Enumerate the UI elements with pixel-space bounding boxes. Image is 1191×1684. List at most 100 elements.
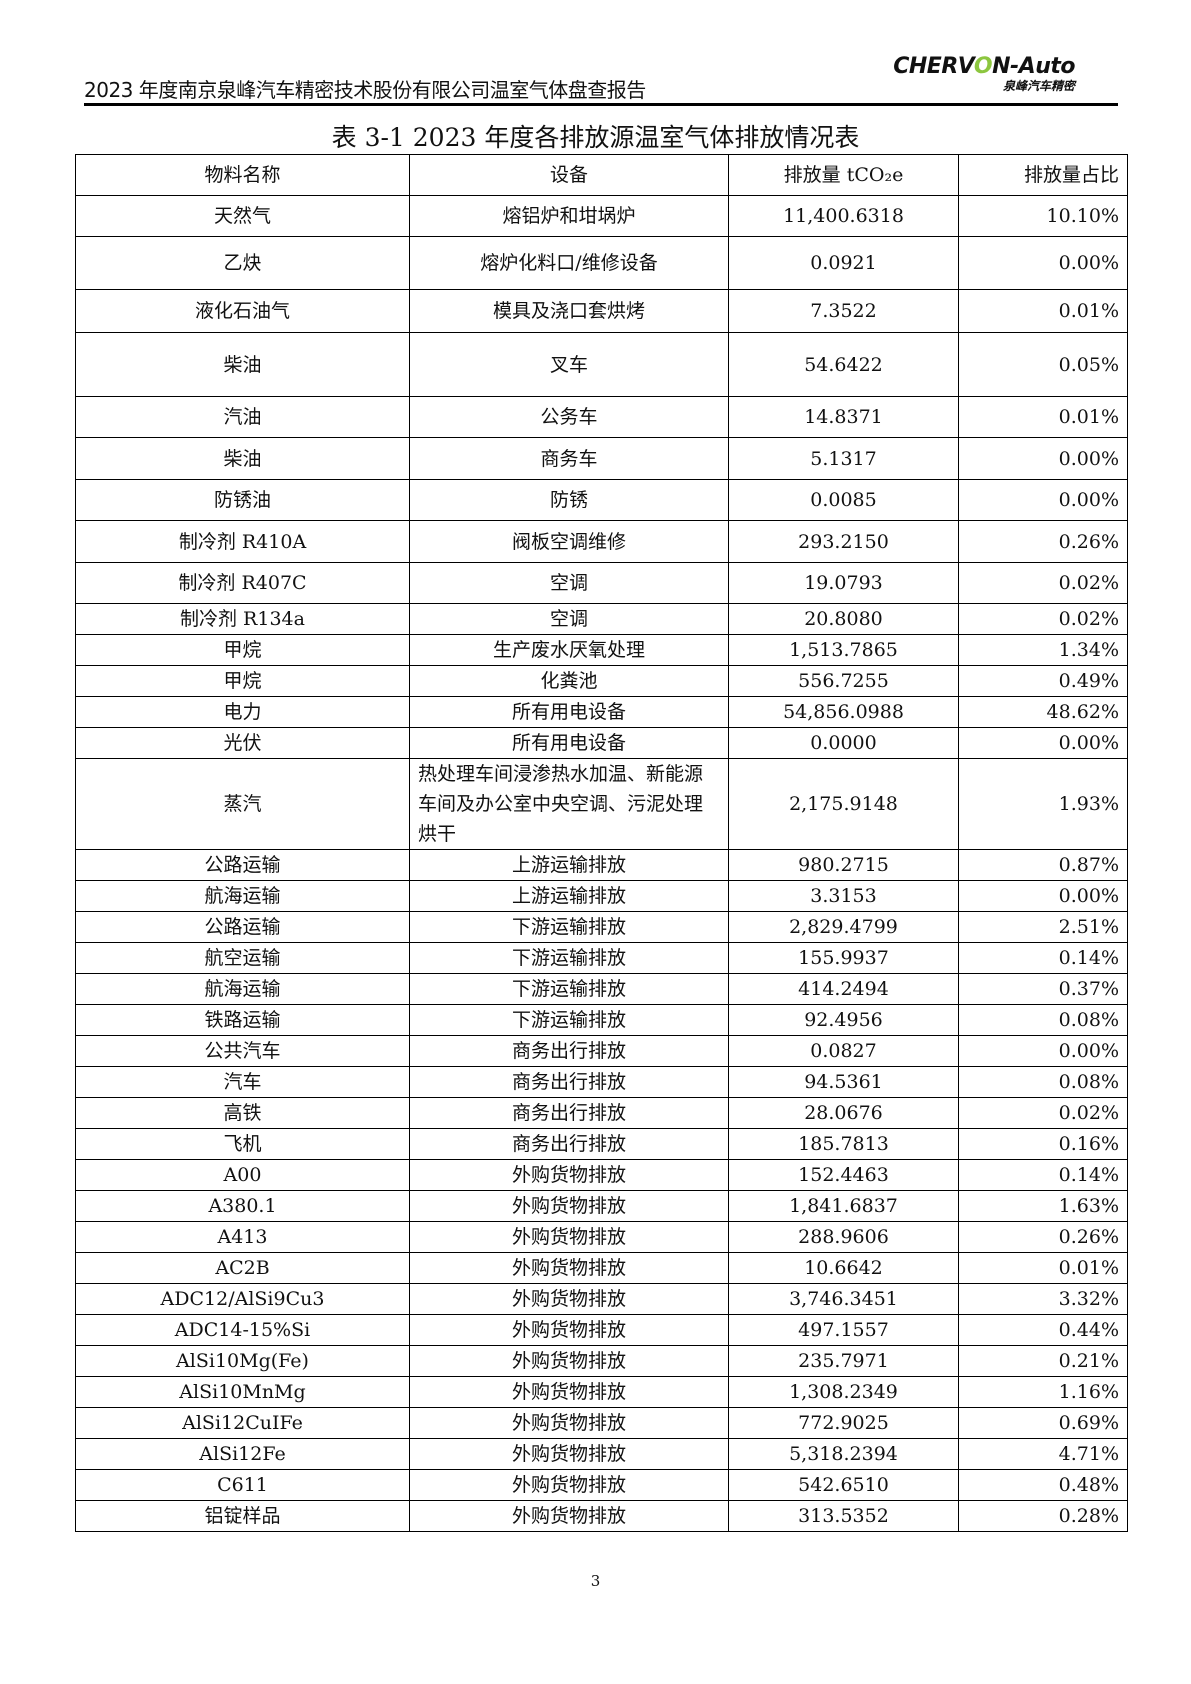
equipment-cell: 熔铝炉和坩埚炉 [409, 195, 729, 237]
table-row: AlSi10Mg(Fe) 外购货物排放 235.7971 0.21% [75, 1345, 1128, 1377]
equipment-cell: 外购货物排放 [409, 1252, 729, 1284]
table-row: ADC12/AlSi9Cu3 外购货物排放 3,746.3451 3.32% [75, 1283, 1128, 1315]
material-cell: 汽车 [75, 1066, 410, 1098]
material-cell: 制冷剂 R410A [75, 520, 410, 563]
table-row: 飞机 商务出行排放 185.7813 0.16% [75, 1128, 1128, 1160]
emission-cell: 2,175.9148 [728, 758, 959, 850]
share-cell: 0.87% [958, 849, 1128, 881]
emission-cell: 772.9025 [728, 1407, 959, 1439]
share-cell: 0.28% [958, 1500, 1128, 1532]
equipment-cell: 外购货物排放 [409, 1314, 729, 1346]
emission-cell: 5.1317 [728, 437, 959, 480]
share-cell: 0.69% [958, 1407, 1128, 1439]
equipment-cell: 外购货物排放 [409, 1345, 729, 1377]
table-row: 航海运输 上游运输排放 3.3153 0.00% [75, 880, 1128, 912]
material-cell: 甲烷 [75, 634, 410, 666]
equipment-cell: 所有用电设备 [409, 727, 729, 759]
material-cell: 航空运输 [75, 942, 410, 974]
emissions-table: 物料名称 设备 排放量 tCO₂e 排放量占比 天然气 熔铝炉和坩埚炉 11,400.63… [75, 154, 1128, 1532]
table-row: AlSi12Fe 外购货物排放 5,318.2394 4.71% [75, 1438, 1128, 1470]
emission-cell: 556.7255 [728, 665, 959, 697]
emission-cell: 0.0085 [728, 479, 959, 521]
equipment-cell: 外购货物排放 [409, 1159, 729, 1191]
equipment-cell: 外购货物排放 [409, 1438, 729, 1470]
share-cell: 0.26% [958, 520, 1128, 563]
material-cell: 甲烷 [75, 665, 410, 697]
share-cell: 3.32% [958, 1283, 1128, 1315]
emission-cell: 10.6642 [728, 1252, 959, 1284]
table-row: 天然气 熔铝炉和坩埚炉 11,400.6318 10.10% [75, 195, 1128, 237]
table-row: AlSi10MnMg 外购货物排放 1,308.2349 1.16% [75, 1376, 1128, 1408]
material-cell: ADC14-15%Si [75, 1314, 410, 1346]
table-row: A413 外购货物排放 288.9606 0.26% [75, 1221, 1128, 1253]
equipment-cell: 公务车 [409, 396, 729, 438]
emission-cell: 313.5352 [728, 1500, 959, 1532]
emission-cell: 293.2150 [728, 520, 959, 563]
share-cell: 0.16% [958, 1128, 1128, 1160]
emission-cell: 288.9606 [728, 1221, 959, 1253]
table-row: AlSi12CuIFe 外购货物排放 772.9025 0.69% [75, 1407, 1128, 1439]
share-cell: 10.10% [958, 195, 1128, 237]
share-cell: 2.51% [958, 911, 1128, 943]
emission-cell: 152.4463 [728, 1159, 959, 1191]
header-divider [84, 103, 1118, 106]
emission-cell: 92.4956 [728, 1004, 959, 1036]
equipment-cell: 热处理车间浸渗热水加温、新能源车间及办公室中央空调、污泥处理烘干 [409, 758, 729, 850]
table-row: 汽车 商务出行排放 94.5361 0.08% [75, 1066, 1128, 1098]
equipment-cell: 所有用电设备 [409, 696, 729, 728]
table-row: 汽油 公务车 14.8371 0.01% [75, 396, 1128, 438]
report-header-title: 2023 年度南京泉峰汽车精密技术股份有限公司温室气体盘查报告 [84, 78, 646, 102]
equipment-cell: 商务出行排放 [409, 1035, 729, 1067]
emission-cell: 14.8371 [728, 396, 959, 438]
table-row: A00 外购货物排放 152.4463 0.14% [75, 1159, 1128, 1191]
material-cell: 柴油 [75, 332, 410, 397]
equipment-cell: 模具及浇口套烘烤 [409, 289, 729, 333]
share-cell: 0.49% [958, 665, 1128, 697]
emission-cell: 3.3153 [728, 880, 959, 912]
equipment-cell: 外购货物排放 [409, 1221, 729, 1253]
material-cell: A380.1 [75, 1190, 410, 1222]
share-cell: 0.01% [958, 1252, 1128, 1284]
table-row: 甲烷 化粪池 556.7255 0.49% [75, 665, 1128, 697]
table-row: 制冷剂 R410A 阀板空调维修 293.2150 0.26% [75, 520, 1128, 563]
material-cell: 制冷剂 R134a [75, 603, 410, 635]
table-row: 制冷剂 R407C 空调 19.0793 0.02% [75, 562, 1128, 604]
material-cell: 铝锭样品 [75, 1500, 410, 1532]
table-row: 光伏 所有用电设备 0.0000 0.00% [75, 727, 1128, 759]
material-cell: 飞机 [75, 1128, 410, 1160]
equipment-cell: 外购货物排放 [409, 1376, 729, 1408]
share-cell: 0.00% [958, 880, 1128, 912]
equipment-cell: 外购货物排放 [409, 1407, 729, 1439]
share-cell: 0.02% [958, 603, 1128, 635]
share-cell: 0.21% [958, 1345, 1128, 1377]
material-cell: 高铁 [75, 1097, 410, 1129]
table-row: 公共汽车 商务出行排放 0.0827 0.00% [75, 1035, 1128, 1067]
share-cell: 0.14% [958, 1159, 1128, 1191]
table-row: A380.1 外购货物排放 1,841.6837 1.63% [75, 1190, 1128, 1222]
material-cell: 蒸汽 [75, 758, 410, 850]
emission-cell: 28.0676 [728, 1097, 959, 1129]
share-cell: 0.01% [958, 396, 1128, 438]
share-cell: 0.00% [958, 479, 1128, 521]
table-row: 乙炔 熔炉化料口/维修设备 0.0921 0.00% [75, 236, 1128, 290]
emission-cell: 0.0921 [728, 236, 959, 290]
share-cell: 0.08% [958, 1004, 1128, 1036]
emission-cell: 980.2715 [728, 849, 959, 881]
equipment-cell: 化粪池 [409, 665, 729, 697]
material-cell: 公路运输 [75, 849, 410, 881]
material-cell: AlSi12Fe [75, 1438, 410, 1470]
share-cell: 0.00% [958, 437, 1128, 480]
material-cell: 航海运输 [75, 880, 410, 912]
equipment-cell: 下游运输排放 [409, 973, 729, 1005]
share-cell: 0.00% [958, 727, 1128, 759]
material-cell: 乙炔 [75, 236, 410, 290]
material-cell: 柴油 [75, 437, 410, 480]
share-cell: 0.44% [958, 1314, 1128, 1346]
material-cell: 汽油 [75, 396, 410, 438]
equipment-cell: 空调 [409, 562, 729, 604]
column-header: 设备 [409, 154, 729, 196]
share-cell: 0.00% [958, 236, 1128, 290]
page-number: 3 [590, 1572, 601, 1590]
emission-cell: 1,308.2349 [728, 1376, 959, 1408]
emission-cell: 94.5361 [728, 1066, 959, 1098]
